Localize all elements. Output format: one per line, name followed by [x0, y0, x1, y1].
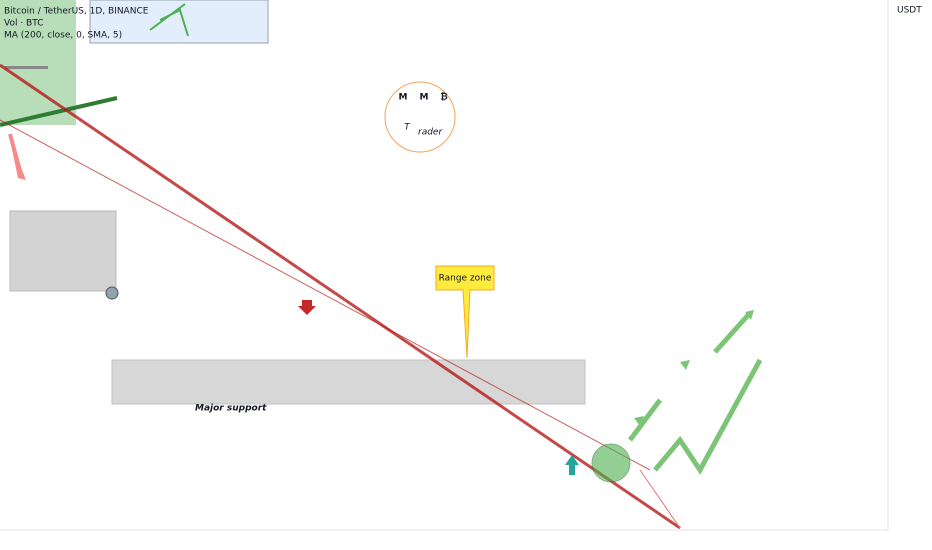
callout-box: [435, 265, 495, 359]
logo-name: T: [404, 123, 411, 133]
trend-line: [0, 63, 681, 530]
drawings: [0, 0, 889, 531]
arrow: [8, 133, 24, 179]
highlight-box: [0, 0, 76, 125]
annotation: Major support: [195, 404, 267, 414]
small-level: [5, 66, 48, 69]
highlight-circle: [591, 443, 631, 483]
logo-letter: M: [399, 93, 408, 103]
logo: [384, 81, 456, 153]
chart-title: Bitcoin / TetherUS, 1D, BINANCE: [4, 7, 149, 17]
indicator: MA (200, close, 0, SMA, 5): [4, 31, 122, 41]
range-box: [9, 210, 117, 292]
annotation: Range zone: [439, 274, 492, 284]
inset: [89, 0, 269, 44]
projection: [628, 311, 763, 475]
marker: [105, 286, 119, 300]
trend-line: [0, 96, 118, 127]
indicator: Vol · BTC: [4, 19, 43, 29]
axis-label: USDT: [897, 6, 922, 16]
trend-line: [0, 119, 651, 471]
logo-letter: ₿: [440, 92, 447, 103]
trend-line: [639, 469, 681, 529]
logo-name: rader: [418, 128, 443, 138]
inset-sketch: [149, 3, 189, 37]
logo-letter: M: [420, 93, 429, 103]
arrow: [298, 300, 316, 315]
range-box: [111, 359, 586, 405]
arrow: [565, 455, 579, 475]
